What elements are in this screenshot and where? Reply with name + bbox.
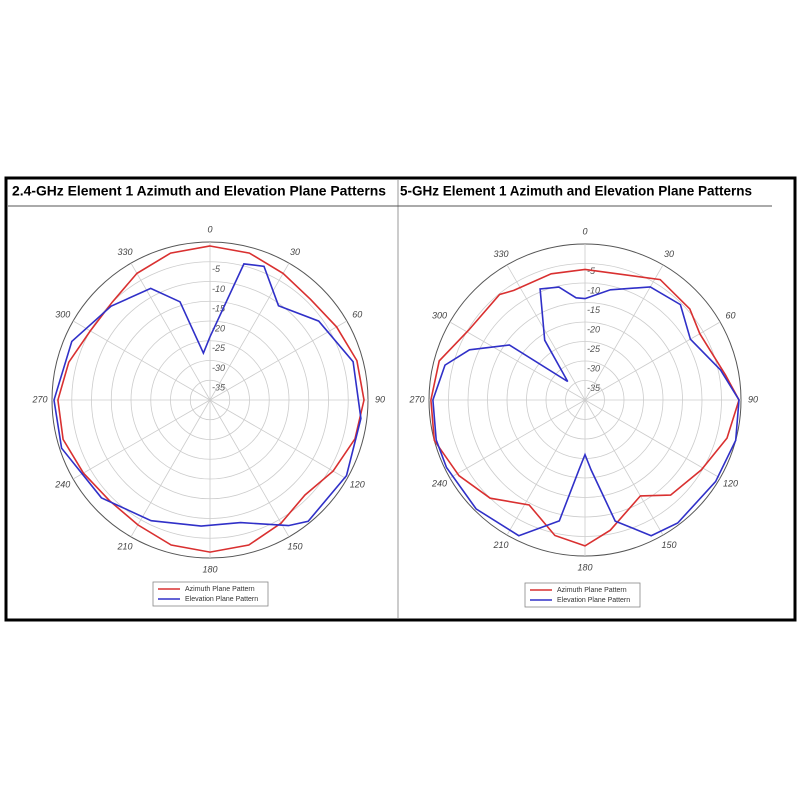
grid-spoke: [449, 399, 586, 479]
theta-tick-label: 300: [432, 310, 447, 320]
r-tick-label: -20: [587, 324, 600, 334]
grid-spoke: [209, 399, 348, 480]
grid-spoke: [130, 262, 211, 401]
theta-tick-label: 240: [54, 479, 70, 489]
pattern-line: [53, 263, 362, 527]
theta-tick-label: 90: [375, 394, 385, 404]
theta-tick-label: 30: [664, 249, 674, 259]
r-tick-label: -25: [212, 343, 226, 353]
theta-tick-label: 60: [352, 309, 362, 319]
r-tick-label: -5: [212, 264, 221, 274]
theta-tick-label: 270: [31, 394, 47, 404]
r-tick-label: -30: [212, 363, 225, 373]
theta-tick-label: 120: [350, 479, 365, 489]
legend-label: Elevation Plane Pattern: [557, 597, 630, 604]
chart-title: 2.4-GHz Element 1 Azimuth and Elevation …: [12, 183, 386, 199]
r-tick-label: -25: [587, 344, 601, 354]
r-tick-label: -35: [587, 383, 601, 393]
frame: [4, 176, 797, 622]
theta-tick-label: 180: [577, 562, 592, 572]
theta-tick-label: 240: [431, 478, 447, 488]
pattern-line: [432, 286, 740, 537]
r-tick-label: -10: [212, 284, 225, 294]
grid-spoke: [72, 320, 211, 401]
grid-spoke: [209, 262, 290, 401]
pattern-line: [430, 268, 740, 547]
theta-tick-label: 210: [492, 540, 508, 550]
theta-tick-label: 0: [207, 224, 212, 234]
theta-tick-label: 330: [493, 249, 508, 259]
grid-spoke: [584, 321, 721, 401]
theta-tick-label: 180: [202, 564, 217, 574]
theta-tick-label: 210: [116, 542, 132, 552]
grid-spoke: [209, 399, 290, 538]
r-tick-label: -20: [212, 323, 225, 333]
theta-tick-label: 330: [117, 247, 132, 257]
grid-spoke: [130, 399, 211, 538]
theta-tick-label: 90: [748, 394, 758, 404]
legend-label: Azimuth Plane Pattern: [557, 587, 627, 594]
theta-tick-label: 270: [408, 394, 424, 404]
r-tick-label: -15: [212, 304, 226, 314]
r-tick-label: -10: [587, 285, 600, 295]
theta-tick-label: 150: [661, 540, 676, 550]
legend-label: Azimuth Plane Pattern: [185, 586, 255, 593]
theta-tick-label: 150: [287, 542, 302, 552]
r-tick-label: -15: [587, 305, 601, 315]
grid-spoke: [209, 320, 348, 401]
grid-spoke: [449, 321, 586, 401]
legend-box: [152, 581, 269, 607]
grid-spoke: [72, 399, 211, 480]
grid-spoke: [506, 399, 586, 536]
legend-label: Elevation Plane Pattern: [185, 596, 258, 603]
theta-tick-label: 120: [723, 478, 738, 488]
theta-tick-label: 300: [55, 309, 70, 319]
theta-tick-label: 60: [725, 310, 735, 320]
pattern-line: [57, 245, 365, 553]
legend-box: [524, 582, 641, 608]
theta-tick-label: 30: [290, 247, 300, 257]
r-tick-label: -35: [212, 383, 226, 393]
chart-title: 5-GHz Element 1 Azimuth and Elevation Pl…: [400, 183, 752, 199]
grid-spoke: [584, 399, 721, 479]
theta-tick-label: 0: [582, 226, 587, 236]
grid-spoke: [584, 399, 664, 536]
r-tick-label: -30: [587, 363, 600, 373]
